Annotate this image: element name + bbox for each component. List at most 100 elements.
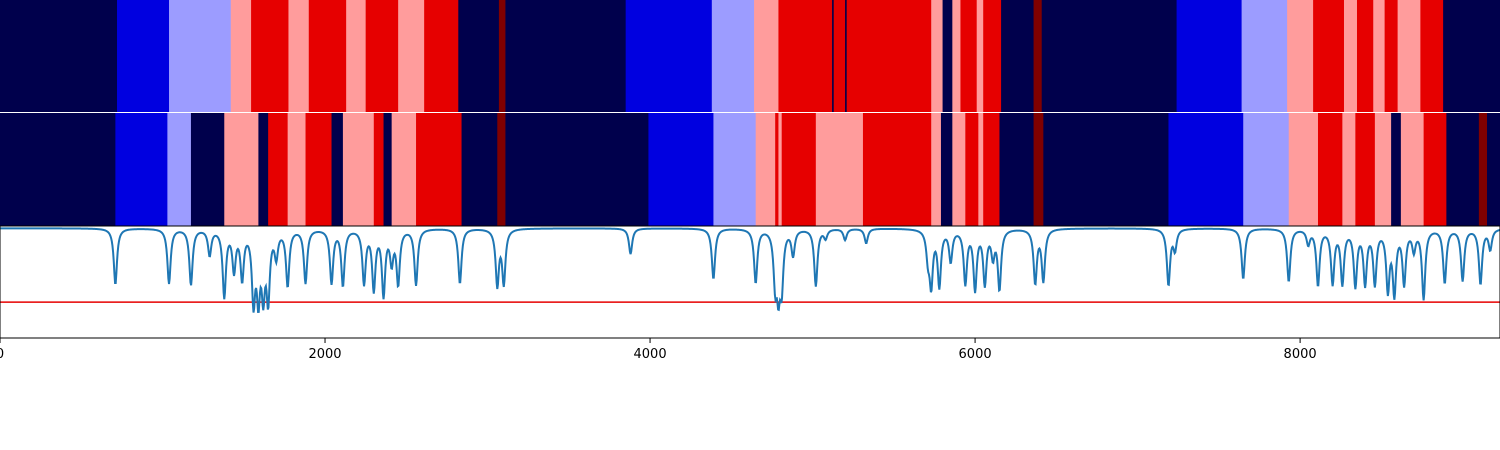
state-segment-pink [1374, 113, 1392, 226]
state-segment-red [1355, 113, 1376, 226]
state-segment-pink [346, 0, 367, 112]
state-segment-blue [117, 0, 170, 112]
state-segment-red [416, 113, 462, 226]
state-segment-darkred [1478, 113, 1488, 226]
state-segment-pink [778, 113, 783, 226]
state-segment-navy [1001, 0, 1034, 112]
state-segment-red [268, 113, 289, 226]
state-segment-lightblue [1243, 113, 1290, 226]
state-segment-navy [1446, 113, 1480, 226]
state-segment-navy [940, 113, 953, 226]
state-segment-red [846, 0, 865, 112]
state-segment-pink [1343, 0, 1358, 112]
state-segment-red [775, 113, 779, 226]
state-segment-navy [1443, 0, 1500, 112]
state-segment-lightblue [169, 0, 232, 112]
state-segment-pink [288, 0, 310, 112]
state-segment-red [983, 0, 1002, 112]
state-segment-pink [287, 113, 306, 226]
state-segment-pink [931, 113, 942, 226]
x-tick-label: 4000 [634, 347, 667, 362]
state-segment-navy [461, 113, 498, 226]
state-segment-navy [1486, 113, 1500, 226]
x-tick-label: 2000 [308, 347, 341, 362]
state-segment-blue [625, 0, 713, 112]
state-segment-red [983, 113, 1000, 226]
state-segment-navy [1041, 0, 1177, 112]
state-segment-blue [648, 113, 714, 226]
state-segment-navy [258, 113, 269, 226]
state-segment-red [1423, 113, 1447, 226]
state-segment-navy [331, 113, 344, 226]
state-segment-darkred [1033, 113, 1044, 226]
state-segment-navy [942, 0, 953, 112]
state-segment-pink [1287, 0, 1314, 112]
state-segment-red [864, 0, 932, 112]
x-axis: 0 2000 4000 6000 8000 [0, 338, 1317, 362]
state-segment-red [251, 0, 289, 112]
x-tick-label: 8000 [1284, 347, 1317, 362]
state-segment-red [373, 113, 384, 226]
state-segment-navy [845, 0, 848, 112]
state-segment-pink [1373, 0, 1386, 112]
state-segment-navy [832, 0, 835, 112]
state-segment-navy [383, 113, 393, 226]
signal-panel-frame [0, 225, 1500, 339]
state-segment-red [965, 113, 979, 226]
signal-panel-background [0, 226, 1500, 338]
state-segment-red [308, 0, 347, 112]
state-segment-red [1313, 0, 1345, 112]
x-tick-label: 0 [0, 347, 4, 362]
state-segment-pink [1400, 113, 1425, 226]
state-segment-navy [190, 113, 225, 226]
state-segment-blue [1168, 113, 1244, 226]
x-tick-label: 6000 [959, 347, 992, 362]
state-segment-red [862, 113, 932, 226]
state-segment-red [1356, 0, 1374, 112]
state-segment-pink [978, 113, 984, 226]
state-segment-pink [1342, 113, 1356, 226]
state-segment-red [960, 0, 978, 112]
state-segment-darkred [497, 113, 506, 226]
state-segment-pink [1288, 113, 1319, 226]
state-segment-lightblue [1241, 0, 1288, 112]
state-segment-blue [115, 113, 168, 226]
state-segment-pink [815, 113, 864, 226]
state-segment-navy [0, 113, 116, 226]
state-segment-navy [1043, 113, 1169, 226]
state-segment-pink [755, 113, 776, 226]
state-segment-lightblue [711, 0, 755, 112]
state-segment-red [781, 113, 817, 226]
state-segment-red [305, 113, 332, 226]
state-segment-red [1384, 0, 1399, 112]
state-segment-pink [230, 0, 252, 112]
state-segment-lightblue [167, 113, 192, 226]
state-segment-red [1420, 0, 1444, 112]
state-segment-pink [342, 113, 375, 226]
state-segment-navy [458, 0, 500, 112]
state-segment-pink [931, 0, 943, 112]
signal-series-line [0, 227, 1500, 313]
state-row-top [0, 0, 1500, 112]
state-segment-red [365, 0, 399, 112]
state-segment-navy [1391, 113, 1402, 226]
state-segment-red [1317, 113, 1343, 226]
state-segment-darkred [498, 0, 506, 112]
state-segment-pink [1397, 0, 1421, 112]
state-segment-pink [398, 0, 425, 112]
state-segment-pink [976, 0, 984, 112]
state-segment-blue [1176, 0, 1243, 112]
signal-panel [0, 225, 1500, 339]
state-segment-pink [952, 0, 961, 112]
state-segment-pink [224, 113, 259, 226]
state-segment-darkred [1033, 0, 1043, 112]
state-segment-navy [999, 113, 1034, 226]
state-segment-red [833, 0, 846, 112]
state-row-bottom [0, 113, 1500, 226]
state-segment-navy [505, 113, 649, 226]
state-segment-pink [754, 0, 779, 112]
state-segment-lightblue [713, 113, 757, 226]
state-segment-red [778, 0, 833, 112]
state-segment-red [424, 0, 459, 112]
